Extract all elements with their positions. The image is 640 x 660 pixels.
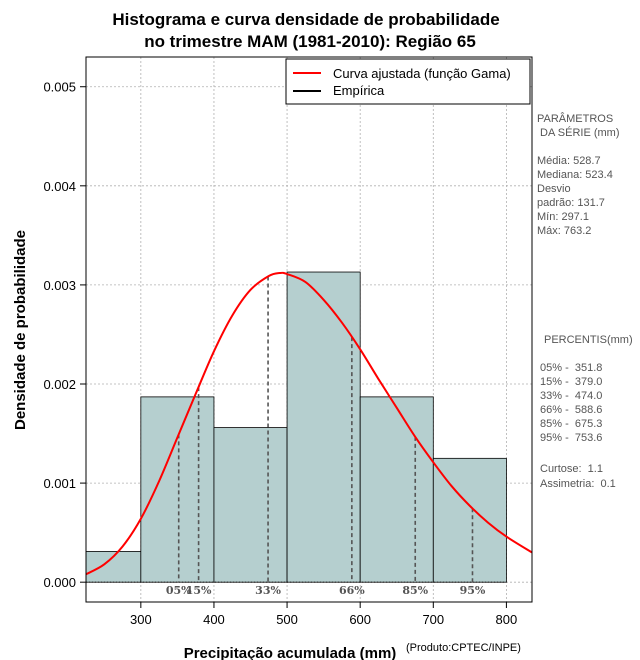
param-min: Mín: 297.1 <box>537 211 589 223</box>
percentil-05: 05% - 351.8 <box>540 362 602 374</box>
series-parameters-panel: PARÂMETROS DA SÉRIE (mm) Média: 528.7 Me… <box>537 112 620 237</box>
histogram-bar-5 <box>359 396 434 583</box>
y-tick-label-1: 0.001 <box>43 476 76 491</box>
y-tick-label-5: 0.005 <box>43 80 76 95</box>
percentile-lines: 05%15% 33% 66% 85% 95% <box>166 276 486 597</box>
chart-title-line-2: no trimestre MAM (1981-2010): Região 65 <box>144 32 476 51</box>
x-tick-label-500: 500 <box>276 612 298 627</box>
percentil-85: 85% - 675.3 <box>540 418 602 430</box>
gamma-curve <box>85 271 533 576</box>
legend-curve-label: Curva ajustada (função Gama) <box>333 66 511 81</box>
percentil-33: 33% - 474.0 <box>540 390 602 402</box>
gamma-curve-group <box>85 271 533 576</box>
percentile-label-33: 33% <box>255 584 281 597</box>
percentil-66: 66% - 588.6 <box>540 404 602 416</box>
x-axis-label: Precipitação acumulada (mm) <box>184 645 397 660</box>
y-tick-label-3: 0.003 <box>43 278 76 293</box>
histogram-bar-4 <box>286 271 361 583</box>
x-tick-label-600: 600 <box>349 612 371 627</box>
chart-title-line-1: Histograma e curva densidade de probabil… <box>112 10 499 29</box>
legend-box <box>285 58 531 105</box>
skewness: Assimetria: 0.1 <box>540 478 616 490</box>
x-tick-label-700: 700 <box>422 612 444 627</box>
y-axis-label: Densidade de probabilidade <box>12 230 29 430</box>
y-tick-label-0: 0.000 <box>43 575 76 590</box>
percentiles-panel: PERCENTIS(mm) 05% - 351.8 15% - 379.0 33… <box>540 334 633 490</box>
y-tick-label-4: 0.004 <box>43 179 76 194</box>
x-tick-label-300: 300 <box>130 612 152 627</box>
percentil-95: 95% - 753.6 <box>540 432 602 444</box>
param-stddev-label: Desvio <box>537 183 571 195</box>
x-tick-label-800: 800 <box>496 612 518 627</box>
product-credit: (Produto:CPTEC/INPE) <box>406 642 521 654</box>
percentile-label-05: 05% <box>166 584 192 597</box>
legend-empirical-label: Empírica <box>333 83 385 98</box>
legend: Curva ajustada (função Gama) Empírica <box>285 58 531 105</box>
percentile-label-85: 85% <box>402 584 428 597</box>
plot-frame <box>85 56 533 603</box>
param-max: Máx: 763.2 <box>537 225 591 237</box>
histogram-bar-3 <box>213 427 288 583</box>
percentile-label-15: 15% <box>186 584 212 597</box>
axes: 300 400 500 600 700 800 0.000 0.001 0.002 0.003 0.… <box>43 80 517 627</box>
histogram-bars <box>85 271 507 583</box>
kurtosis: Curtose: 1.1 <box>540 463 603 475</box>
percentis-title: PERCENTIS(mm) <box>544 334 633 346</box>
param-median: Mediana: 523.4 <box>537 169 613 181</box>
params-title-line-2: DA SÉRIE (mm) <box>537 126 620 139</box>
x-tick-label-400: 400 <box>203 612 225 627</box>
histogram-bar-2 <box>140 396 215 583</box>
percentil-15: 15% - 379.0 <box>540 376 602 388</box>
param-mean: Média: 528.7 <box>537 155 601 167</box>
y-tick-label-2: 0.002 <box>43 377 76 392</box>
param-stddev-value: padrão: 131.7 <box>537 197 605 209</box>
params-title-line-1: PARÂMETROS <box>537 112 613 125</box>
percentile-label-95: 95% <box>460 584 486 597</box>
percentile-label-66: 66% <box>339 584 365 597</box>
